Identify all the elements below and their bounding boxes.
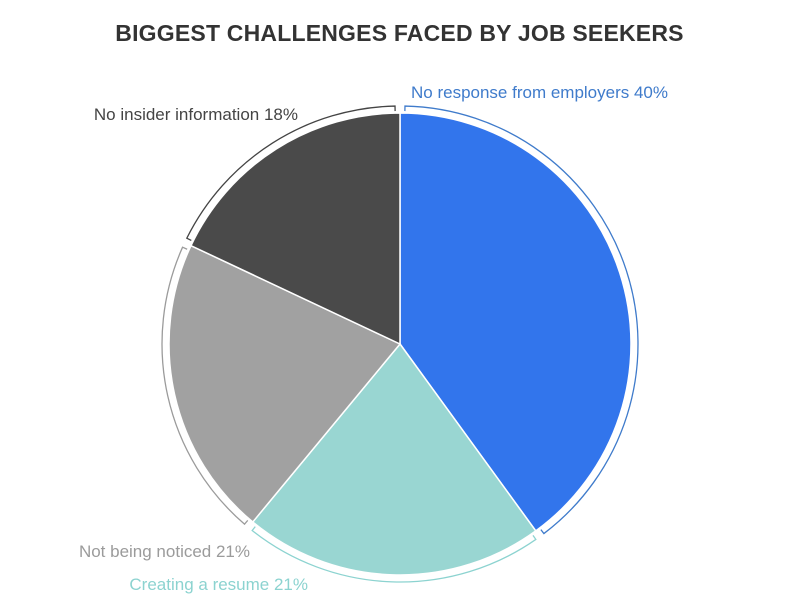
slice-label-no-response: No response from employers 40% <box>411 83 668 102</box>
chart-title: BIGGEST CHALLENGES FACED BY JOB SEEKERS <box>115 20 684 46</box>
slice-label-no-insider: No insider information 18% <box>94 105 298 124</box>
label-brackets <box>161 105 639 583</box>
label-bracket-not-being-noticed <box>161 246 249 526</box>
pie-slices <box>168 112 632 576</box>
pie-slice-no-response-from-employers <box>399 112 632 532</box>
label-bracket-no-insider-information <box>185 105 396 241</box>
label-bracket-no-response-from-employers <box>404 105 639 535</box>
label-bracket-creating-a-resume <box>251 526 537 583</box>
slice-label-creating-resume: Creating a resume 21% <box>129 575 308 594</box>
slice-label-not-noticed: Not being noticed 21% <box>79 542 250 561</box>
pie-slice-creating-a-resume <box>251 342 537 576</box>
pie-slice-no-insider-information <box>189 112 401 346</box>
pie-slice-not-being-noticed <box>168 244 402 524</box>
slice-labels: No response from employers 40% Creating … <box>79 83 668 594</box>
